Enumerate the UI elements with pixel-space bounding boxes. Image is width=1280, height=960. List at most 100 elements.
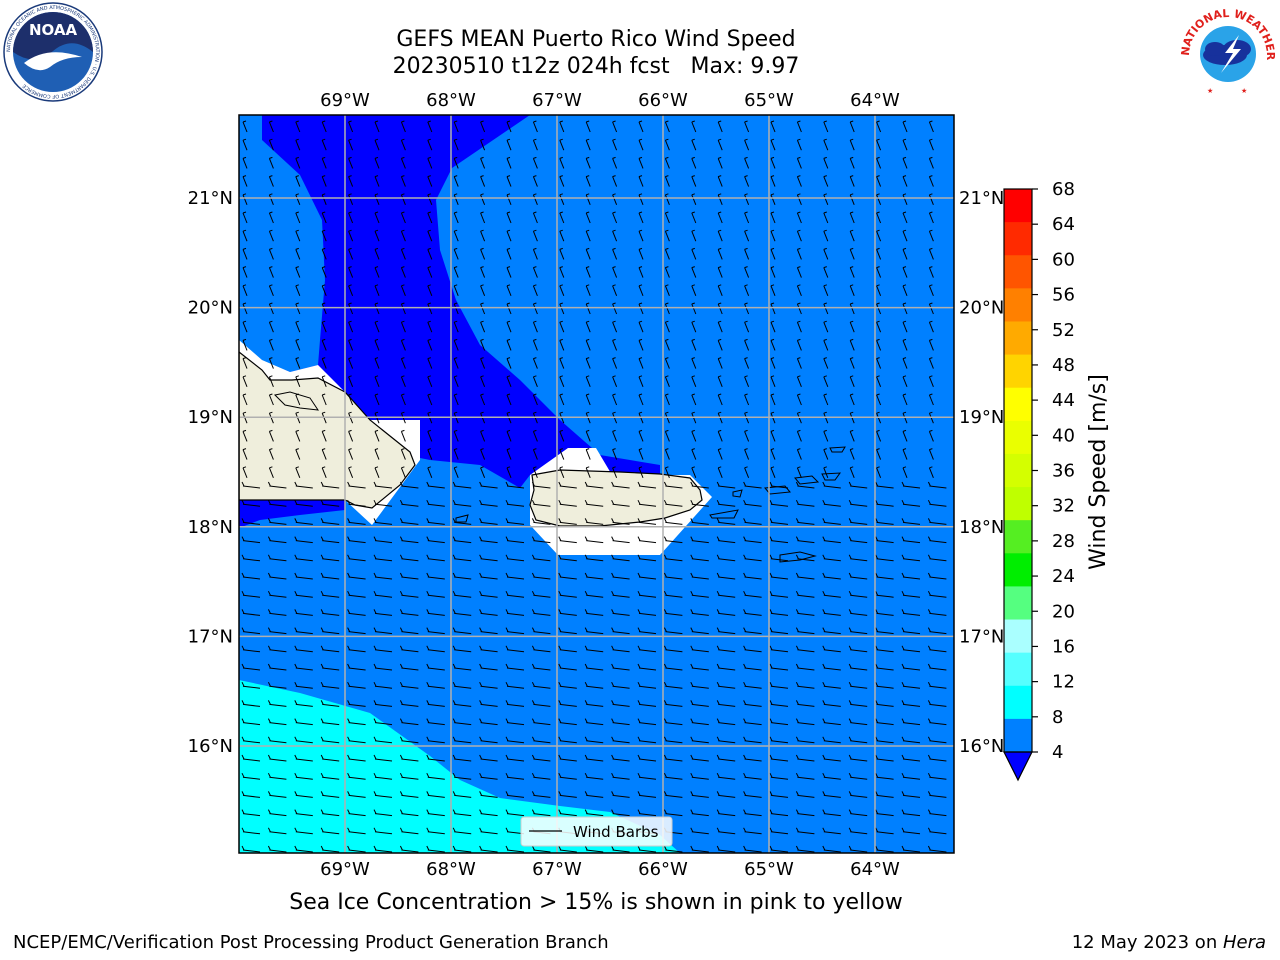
colorbar-extend-arrow <box>1003 751 1033 782</box>
wind-barb <box>744 120 750 133</box>
wind-barb <box>532 357 538 369</box>
wind-barb <box>744 429 750 442</box>
lat-label-right: 21°N <box>959 188 1004 209</box>
wind-barb <box>717 302 723 315</box>
legend-label: Wind Barbs <box>573 823 659 841</box>
wind-barb <box>427 393 433 406</box>
wind-barb <box>795 518 815 525</box>
wind-barb <box>928 247 934 260</box>
wind-barb <box>637 499 657 507</box>
wind-barb <box>849 393 855 406</box>
wind-barb <box>769 609 789 616</box>
wind-barb <box>796 393 802 406</box>
wind-barb <box>691 193 697 205</box>
wind-barb <box>268 338 274 351</box>
wind-barb <box>294 700 313 707</box>
wind-barb <box>348 247 354 260</box>
wind-barb <box>400 175 406 187</box>
wind-barb <box>849 229 855 242</box>
wind-barb <box>927 791 947 798</box>
caption: Sea Ice Concentration > 15% is shown in … <box>289 890 903 915</box>
wind-barb <box>584 645 604 653</box>
wind-barb <box>559 156 565 169</box>
wind-barb <box>770 229 776 242</box>
wind-barb <box>559 211 565 224</box>
wind-barb <box>294 518 313 525</box>
wind-barb <box>321 266 327 278</box>
wind-barb <box>374 266 380 278</box>
wind-barb <box>611 572 630 580</box>
wind-barb <box>348 393 354 406</box>
wind-barb <box>559 429 565 442</box>
wind-barb <box>875 772 894 780</box>
wind-barb <box>770 393 776 406</box>
wind-barb <box>400 448 406 460</box>
vieques-island <box>709 509 739 519</box>
lat-label-left: 19°N <box>188 407 233 428</box>
lon-label-bottom: 64°W <box>850 859 900 880</box>
wind-barb <box>744 138 750 151</box>
wind-barb <box>452 518 472 525</box>
wind-barb <box>717 138 723 151</box>
wind-barb <box>716 754 736 762</box>
wind-barb <box>717 375 723 387</box>
wind-barb <box>876 193 882 205</box>
wind-barb <box>320 554 340 562</box>
wind-barb <box>532 193 538 205</box>
wind-barb <box>295 156 301 169</box>
lat-label-right: 19°N <box>959 407 1004 428</box>
wind-barb <box>849 302 855 315</box>
wind-barb <box>479 772 498 780</box>
wind-barb <box>585 429 591 442</box>
wind-barb <box>506 247 512 260</box>
wind-barb <box>268 175 274 187</box>
svg-text:★: ★ <box>1241 87 1247 95</box>
wind-barb <box>690 536 709 544</box>
wind-barb <box>373 718 393 726</box>
wind-barb <box>823 229 829 242</box>
wind-barb <box>452 609 472 616</box>
wind-barb <box>716 718 736 726</box>
wind-barb <box>427 156 433 169</box>
wind-barb <box>479 499 498 507</box>
wind-barb <box>242 266 248 278</box>
wind-barb <box>822 845 841 853</box>
wind-barb <box>875 663 894 671</box>
wind-barb <box>795 845 815 853</box>
wind-barb <box>691 120 697 133</box>
nws-logo: NATIONAL WEATHER SERVICE ★ ★ <box>1177 1 1277 100</box>
wind-barb <box>559 411 565 424</box>
wind-barb <box>241 754 261 762</box>
wind-barb <box>716 518 736 525</box>
wind-barb <box>480 411 486 424</box>
wind-barb <box>241 645 261 653</box>
wind-barb <box>716 772 736 780</box>
wind-barb <box>584 481 604 489</box>
wind-barb <box>691 338 697 351</box>
wind-barb <box>901 663 921 671</box>
wind-barb <box>638 266 644 278</box>
wind-barb <box>744 320 750 333</box>
wind-barb <box>374 193 380 205</box>
wind-barb <box>584 554 604 562</box>
wind-barb <box>532 284 538 296</box>
wind-barb <box>400 375 406 387</box>
wind-barb <box>452 627 472 635</box>
wind-barb <box>822 754 841 762</box>
wind-barb <box>347 845 366 853</box>
wind-barb <box>611 590 630 598</box>
wind-barb <box>769 772 789 780</box>
wind-barb <box>584 590 604 598</box>
wind-barb <box>876 320 882 333</box>
wind-barb <box>691 357 697 369</box>
wind-barb <box>479 845 498 853</box>
wind-barb <box>638 211 644 224</box>
wind-barb <box>320 827 340 835</box>
wind-barb <box>611 736 630 744</box>
wind-barb <box>399 536 419 544</box>
wind-barb <box>927 572 947 580</box>
wind-barb <box>848 827 868 835</box>
wind-barb <box>584 791 604 798</box>
wind-barb <box>295 175 301 187</box>
lon-label-top: 65°W <box>744 90 794 111</box>
